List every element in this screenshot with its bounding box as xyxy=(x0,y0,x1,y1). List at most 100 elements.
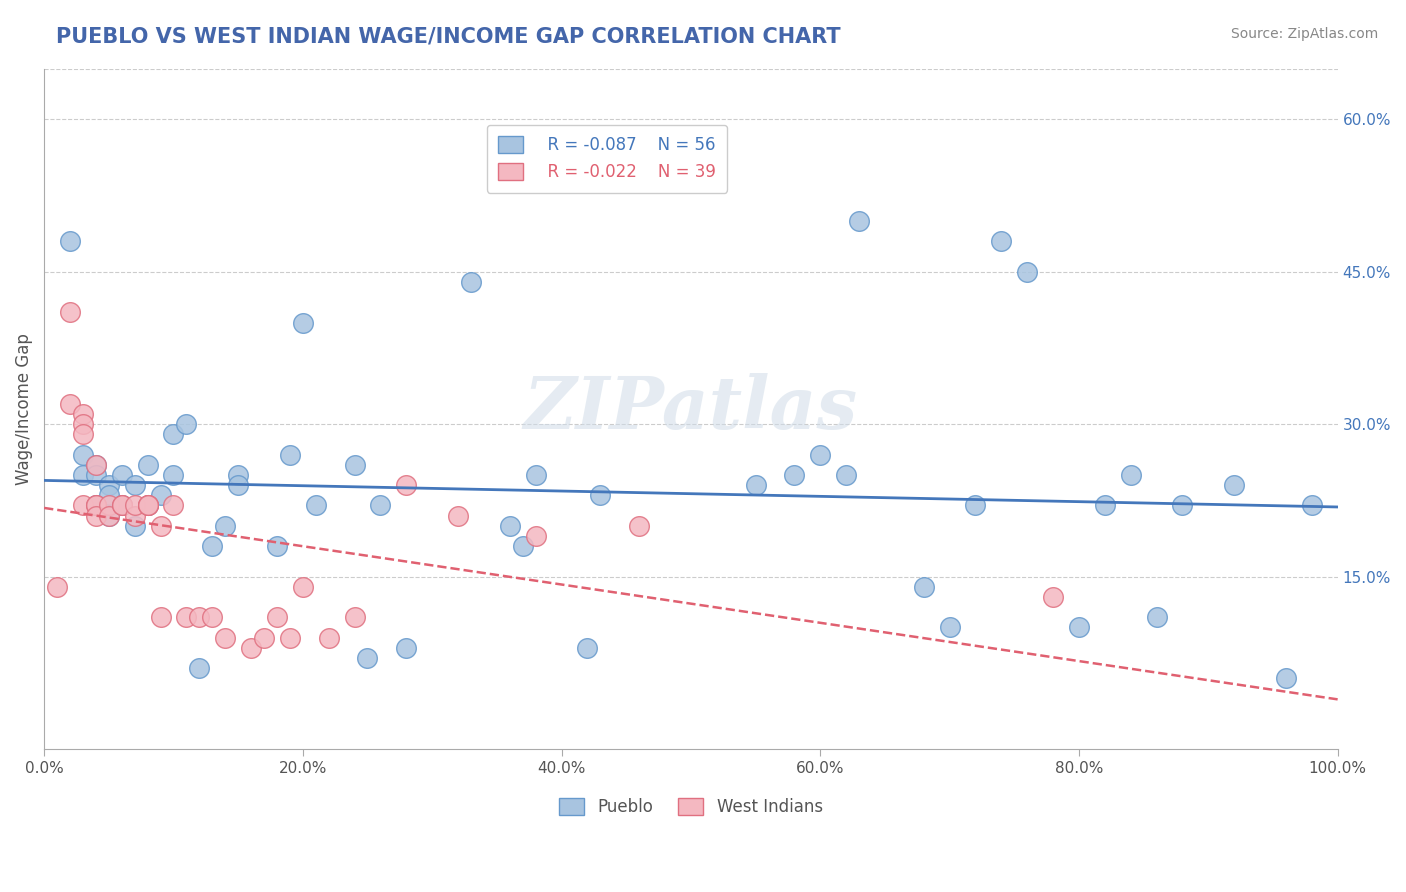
Text: PUEBLO VS WEST INDIAN WAGE/INCOME GAP CORRELATION CHART: PUEBLO VS WEST INDIAN WAGE/INCOME GAP CO… xyxy=(56,27,841,46)
Point xyxy=(97,488,120,502)
Point xyxy=(1017,265,1039,279)
Point xyxy=(84,508,107,523)
Text: Source: ZipAtlas.com: Source: ZipAtlas.com xyxy=(1230,27,1378,41)
Point xyxy=(97,478,120,492)
Point xyxy=(84,499,107,513)
Point xyxy=(1146,610,1168,624)
Point xyxy=(124,518,146,533)
Point xyxy=(589,488,612,502)
Point xyxy=(84,499,107,513)
Point xyxy=(72,417,94,432)
Point xyxy=(266,539,288,553)
Point xyxy=(176,610,198,624)
Y-axis label: Wage/Income Gap: Wage/Income Gap xyxy=(15,333,32,485)
Point xyxy=(343,458,366,472)
Point xyxy=(343,610,366,624)
Point xyxy=(1042,590,1064,604)
Point xyxy=(226,478,249,492)
Point xyxy=(291,580,314,594)
Point xyxy=(59,234,82,248)
Point xyxy=(111,499,134,513)
Point xyxy=(162,427,184,442)
Point xyxy=(214,631,236,645)
Point xyxy=(136,499,159,513)
Point xyxy=(176,417,198,432)
Point xyxy=(912,580,935,594)
Point xyxy=(395,640,418,655)
Legend: Pueblo, West Indians: Pueblo, West Indians xyxy=(553,791,830,822)
Point xyxy=(149,610,172,624)
Point xyxy=(783,468,806,483)
Point xyxy=(938,620,960,634)
Point xyxy=(97,508,120,523)
Point xyxy=(524,468,547,483)
Point xyxy=(162,499,184,513)
Point xyxy=(201,539,224,553)
Point xyxy=(124,508,146,523)
Point xyxy=(226,468,249,483)
Point xyxy=(97,508,120,523)
Point xyxy=(447,508,470,523)
Point xyxy=(576,640,599,655)
Text: ZIPatlas: ZIPatlas xyxy=(524,374,858,444)
Point xyxy=(72,468,94,483)
Point xyxy=(395,478,418,492)
Point xyxy=(1171,499,1194,513)
Point xyxy=(136,499,159,513)
Point xyxy=(72,427,94,442)
Point xyxy=(1067,620,1090,634)
Point xyxy=(808,448,831,462)
Point xyxy=(84,499,107,513)
Point xyxy=(111,468,134,483)
Point xyxy=(97,499,120,513)
Point xyxy=(253,631,276,645)
Point xyxy=(356,651,378,665)
Point xyxy=(214,518,236,533)
Point xyxy=(318,631,340,645)
Point xyxy=(835,468,858,483)
Point xyxy=(59,305,82,319)
Point xyxy=(149,518,172,533)
Point xyxy=(266,610,288,624)
Point xyxy=(460,275,482,289)
Point xyxy=(1094,499,1116,513)
Point xyxy=(136,499,159,513)
Point xyxy=(124,499,146,513)
Point xyxy=(162,468,184,483)
Point xyxy=(84,458,107,472)
Point xyxy=(278,631,301,645)
Point xyxy=(84,458,107,472)
Point xyxy=(59,397,82,411)
Point xyxy=(499,518,522,533)
Point xyxy=(512,539,534,553)
Point xyxy=(1119,468,1142,483)
Point xyxy=(628,518,651,533)
Point xyxy=(111,499,134,513)
Point xyxy=(990,234,1012,248)
Point xyxy=(149,488,172,502)
Point xyxy=(744,478,766,492)
Point xyxy=(188,610,211,624)
Point xyxy=(965,499,987,513)
Point xyxy=(72,448,94,462)
Point xyxy=(305,499,328,513)
Point xyxy=(72,499,94,513)
Point xyxy=(136,458,159,472)
Point xyxy=(46,580,69,594)
Point xyxy=(848,214,870,228)
Point xyxy=(1301,499,1323,513)
Point xyxy=(72,407,94,421)
Point xyxy=(188,661,211,675)
Point xyxy=(84,468,107,483)
Point xyxy=(136,499,159,513)
Point xyxy=(201,610,224,624)
Point xyxy=(1275,671,1298,685)
Point xyxy=(240,640,263,655)
Point xyxy=(370,499,392,513)
Point xyxy=(124,478,146,492)
Point xyxy=(1223,478,1246,492)
Point xyxy=(524,529,547,543)
Point xyxy=(291,316,314,330)
Point xyxy=(111,499,134,513)
Point xyxy=(278,448,301,462)
